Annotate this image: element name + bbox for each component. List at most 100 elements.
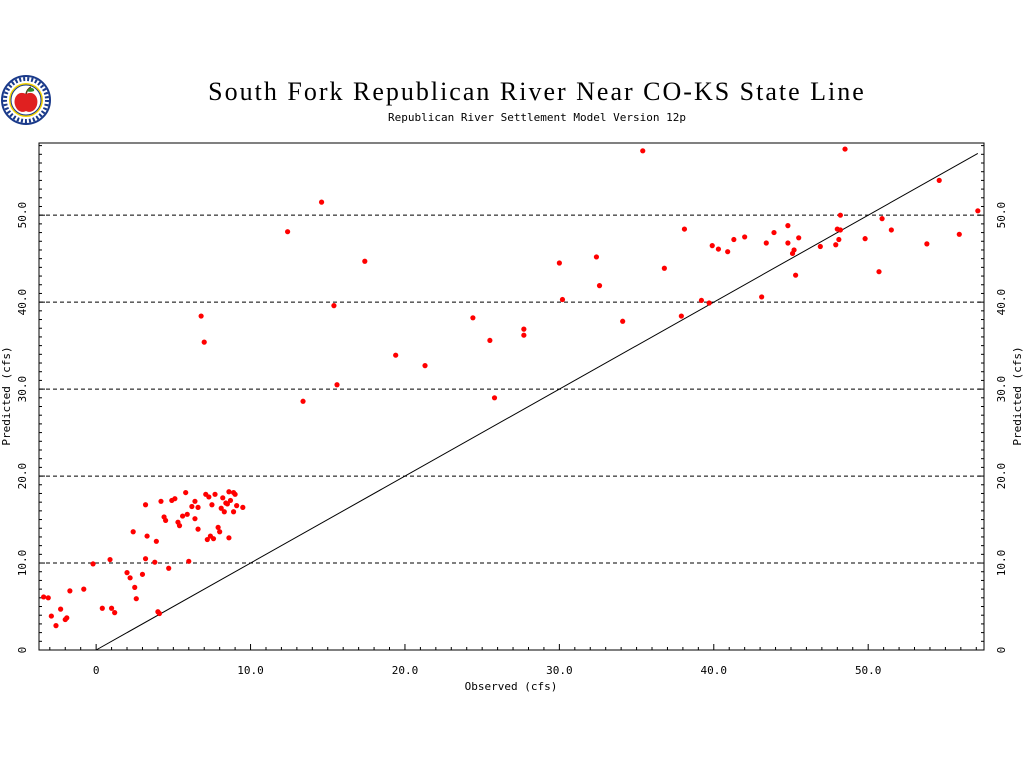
data-point — [796, 235, 802, 241]
data-point — [112, 610, 118, 616]
y-tick-label-right: 30.0 — [995, 376, 1008, 403]
data-point — [108, 605, 115, 611]
y-tick-labels-left: 0 10.0 20.0 30.0 40.0 50.0 — [16, 202, 29, 653]
data-point — [139, 571, 146, 577]
data-point — [791, 247, 797, 253]
data-point — [556, 260, 562, 266]
data-point — [318, 199, 325, 205]
x-tick-labels: 0 10.0 20.0 30.0 40.0 50.0 — [93, 664, 882, 677]
data-point — [152, 559, 158, 565]
data-point — [681, 226, 688, 232]
data-point — [731, 236, 737, 243]
data-point — [521, 332, 527, 338]
x-tick-label: 20.0 — [392, 664, 419, 677]
data-point — [487, 337, 493, 344]
data-point — [217, 529, 223, 535]
data-point — [698, 297, 705, 304]
data-point — [180, 513, 186, 519]
y-tick-label-left: 50.0 — [16, 202, 29, 229]
data-point — [144, 533, 150, 539]
data-point — [195, 526, 201, 532]
data-point — [596, 283, 603, 289]
data-point — [204, 536, 210, 543]
y-tick-label-right: 40.0 — [995, 289, 1008, 316]
data-point — [226, 535, 232, 541]
y-tick-labels-right: 0 10.0 20.0 30.0 40.0 50.0 — [995, 202, 1008, 653]
x-tick-label: 50.0 — [855, 664, 882, 677]
data-point — [924, 241, 930, 247]
data-point — [230, 509, 237, 515]
y-tick-label-left: 20.0 — [16, 463, 29, 490]
data-point — [593, 254, 600, 260]
data-point — [201, 339, 207, 345]
data-point — [41, 594, 47, 600]
data-point — [300, 398, 306, 404]
data-point — [793, 272, 799, 278]
data-point — [640, 148, 646, 154]
data-point — [210, 536, 217, 542]
data-point — [192, 516, 198, 522]
data-point — [224, 501, 230, 507]
data-point — [842, 146, 848, 152]
data-point — [192, 498, 198, 504]
data-point — [218, 505, 224, 511]
data-point — [107, 556, 113, 563]
x-axis-label: Observed (cfs) — [465, 680, 558, 693]
data-point — [725, 249, 731, 255]
data-points — [41, 146, 981, 629]
data-point — [183, 489, 189, 496]
data-point — [186, 558, 192, 564]
data-point — [99, 605, 105, 611]
data-point — [862, 236, 868, 242]
data-point — [176, 523, 183, 529]
chart-subtitle: Republican River Settlement Model Versio… — [388, 111, 686, 124]
data-point — [393, 352, 399, 358]
data-point — [189, 503, 195, 510]
data-point — [209, 502, 215, 508]
data-point — [81, 586, 87, 592]
data-point — [936, 177, 942, 183]
data-point — [678, 313, 684, 319]
data-point — [975, 208, 981, 214]
x-tick-label: 30.0 — [546, 664, 573, 677]
data-point — [221, 509, 227, 515]
data-point — [491, 395, 498, 401]
data-point — [127, 575, 133, 581]
data-point — [837, 212, 843, 218]
data-point — [240, 504, 246, 510]
data-point — [742, 234, 748, 240]
data-point — [759, 294, 765, 300]
data-point — [334, 382, 340, 388]
data-point — [58, 606, 64, 612]
gridlines — [39, 214, 984, 564]
one-to-one-line — [95, 153, 979, 651]
data-point — [879, 216, 885, 222]
data-point — [715, 246, 722, 252]
x-tick-label: 10.0 — [237, 664, 264, 677]
y-tick-label-left: 0 — [16, 647, 29, 654]
data-point — [206, 494, 212, 500]
data-point — [172, 496, 178, 502]
data-point — [227, 497, 234, 504]
y-tick-label-left: 10.0 — [16, 550, 29, 577]
data-point — [67, 588, 73, 594]
y-axis-label-right: Predicted (cfs) — [1011, 346, 1024, 445]
data-point — [706, 300, 712, 306]
data-point — [90, 561, 96, 567]
data-point — [153, 538, 159, 544]
data-point — [285, 229, 291, 235]
data-point — [158, 498, 164, 504]
chart-title: South Fork Republican River Near CO-KS S… — [208, 77, 866, 106]
y-tick-label-left: 40.0 — [16, 289, 29, 316]
data-point — [195, 504, 201, 510]
data-point — [331, 303, 337, 309]
data-point — [184, 511, 190, 517]
data-point — [234, 503, 240, 509]
data-point — [163, 517, 169, 524]
data-point — [836, 236, 842, 243]
y-axis-label-left: Predicted (cfs) — [0, 346, 13, 445]
data-point — [166, 565, 172, 571]
data-point — [709, 243, 715, 249]
data-point — [876, 269, 882, 275]
